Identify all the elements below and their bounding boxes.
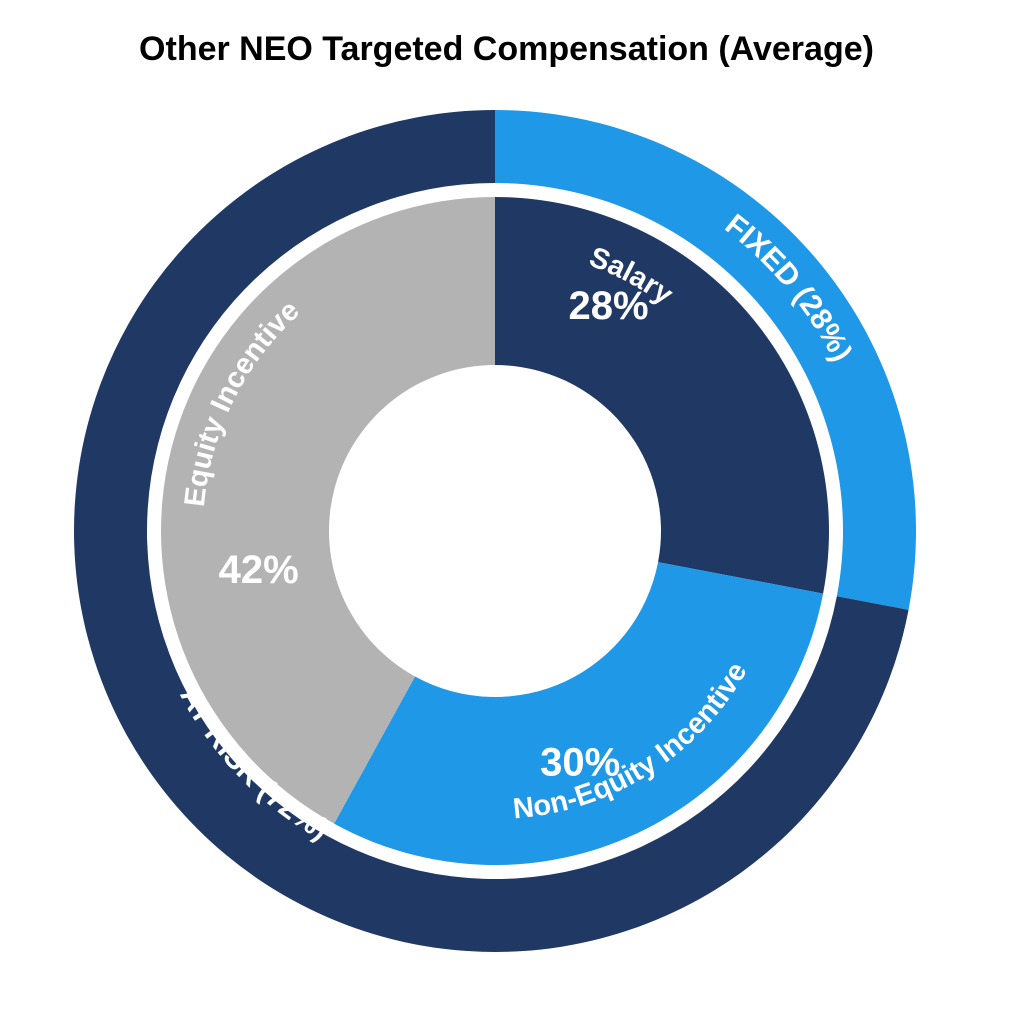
value-label-equity-incentive: 42%: [219, 548, 299, 592]
value-label-non-equity-incentive: 30%: [540, 741, 620, 785]
outer-slice-fixed-28: [495, 110, 916, 610]
chart-title: Other NEO Targeted Compensation (Average…: [139, 30, 874, 68]
inner-slice-non-equity-incentive: [334, 562, 824, 865]
value-label-salary: 28%: [568, 284, 648, 328]
inner-slice-equity-incentive: [160, 197, 496, 824]
inner-slice-salary: [495, 197, 829, 594]
inner-ring: [160, 197, 829, 865]
